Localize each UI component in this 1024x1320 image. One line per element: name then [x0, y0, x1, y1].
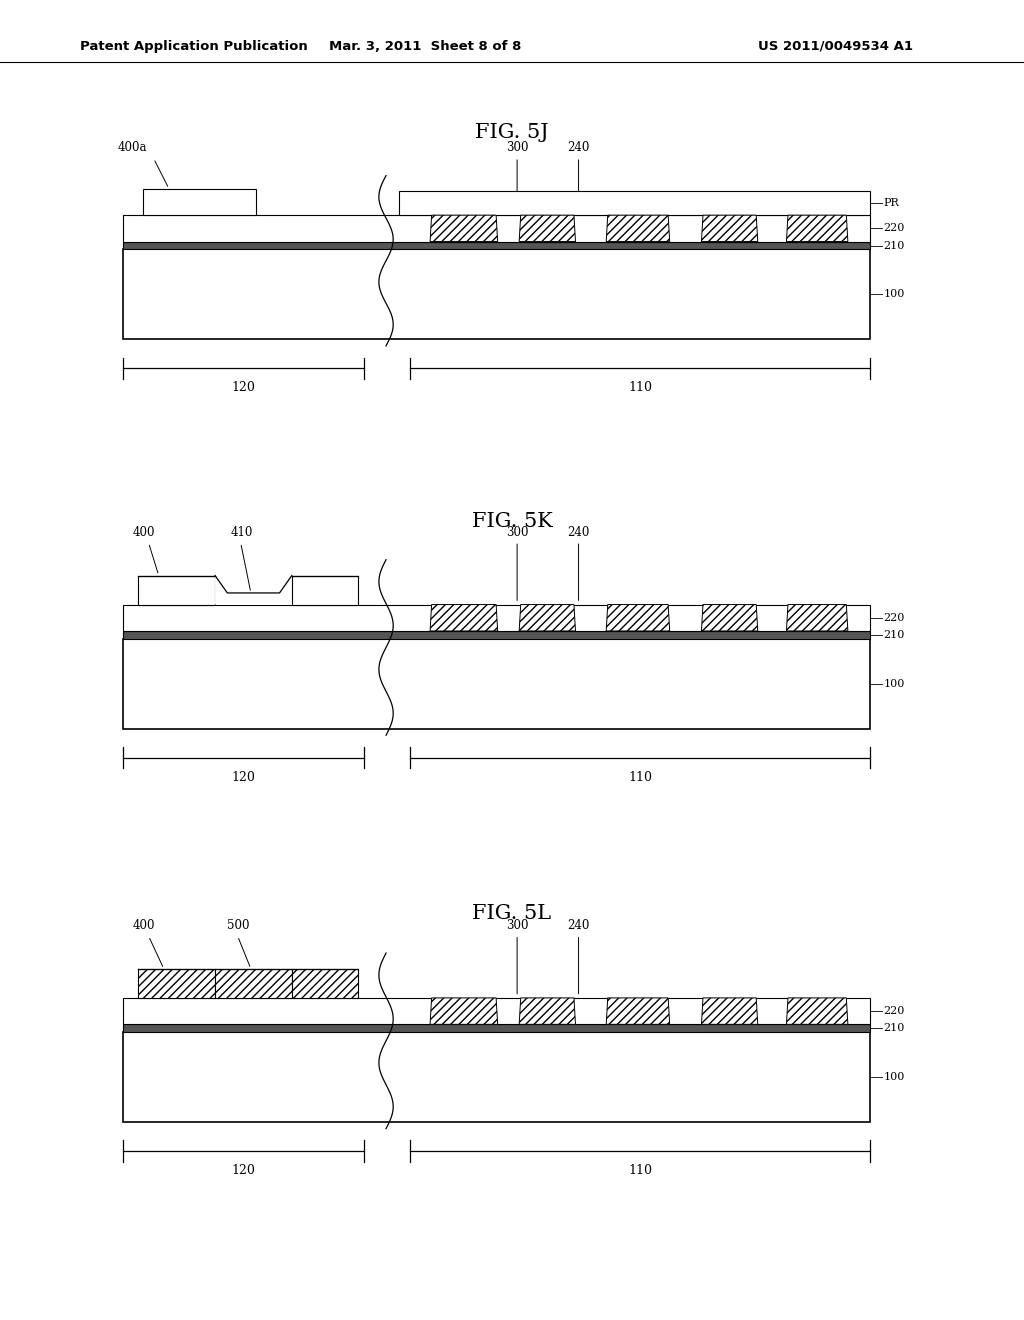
- Text: FIG. 5L: FIG. 5L: [472, 904, 552, 923]
- Bar: [215, 969, 292, 998]
- Text: 220: 220: [884, 1006, 905, 1016]
- Text: 240: 240: [567, 919, 590, 932]
- Text: Patent Application Publication: Patent Application Publication: [80, 40, 307, 53]
- Polygon shape: [606, 215, 670, 242]
- Bar: [143, 189, 256, 215]
- Polygon shape: [430, 215, 498, 242]
- Text: 120: 120: [231, 771, 255, 784]
- Text: 210: 210: [884, 240, 905, 251]
- Polygon shape: [701, 998, 758, 1024]
- Bar: [123, 998, 870, 1024]
- Text: 110: 110: [628, 1164, 652, 1177]
- Text: 100: 100: [884, 289, 905, 300]
- Text: PR: PR: [884, 198, 899, 209]
- Text: 240: 240: [567, 525, 590, 539]
- Text: 210: 210: [884, 1023, 905, 1034]
- Polygon shape: [606, 998, 670, 1024]
- Text: 220: 220: [884, 612, 905, 623]
- Text: 110: 110: [628, 381, 652, 395]
- Text: 400: 400: [133, 919, 156, 932]
- Bar: [292, 969, 358, 998]
- Text: 100: 100: [884, 1072, 905, 1082]
- Bar: [138, 969, 215, 998]
- Bar: [123, 605, 870, 631]
- Text: Mar. 3, 2011  Sheet 8 of 8: Mar. 3, 2011 Sheet 8 of 8: [329, 40, 521, 53]
- Text: 400a: 400a: [118, 141, 147, 154]
- Text: 220: 220: [884, 223, 905, 234]
- Text: 410: 410: [230, 525, 253, 539]
- Polygon shape: [430, 998, 498, 1024]
- Bar: [292, 576, 358, 605]
- Bar: [123, 249, 870, 339]
- Bar: [123, 1024, 870, 1032]
- Bar: [215, 576, 292, 605]
- Text: 300: 300: [506, 141, 528, 154]
- Text: 400: 400: [133, 525, 156, 539]
- Text: 240: 240: [567, 141, 590, 154]
- Bar: [399, 191, 870, 215]
- Text: US 2011/0049534 A1: US 2011/0049534 A1: [758, 40, 912, 53]
- Text: 210: 210: [884, 630, 905, 640]
- Bar: [138, 576, 215, 605]
- Bar: [123, 215, 870, 242]
- Text: 300: 300: [506, 919, 528, 932]
- Text: 120: 120: [231, 381, 255, 395]
- Text: FIG. 5K: FIG. 5K: [472, 512, 552, 531]
- Text: 120: 120: [231, 1164, 255, 1177]
- Text: FIG. 5J: FIG. 5J: [475, 123, 549, 141]
- Bar: [123, 242, 870, 249]
- Bar: [123, 639, 870, 729]
- Text: 100: 100: [884, 678, 905, 689]
- Text: 500: 500: [227, 919, 250, 932]
- Polygon shape: [786, 998, 848, 1024]
- Text: 300: 300: [506, 525, 528, 539]
- Polygon shape: [215, 576, 292, 605]
- Polygon shape: [786, 605, 848, 631]
- Polygon shape: [519, 998, 575, 1024]
- Polygon shape: [606, 605, 670, 631]
- Polygon shape: [430, 605, 498, 631]
- Bar: [123, 1032, 870, 1122]
- Polygon shape: [519, 215, 575, 242]
- Text: 110: 110: [628, 771, 652, 784]
- Polygon shape: [786, 215, 848, 242]
- Polygon shape: [701, 605, 758, 631]
- Bar: [123, 631, 870, 639]
- Polygon shape: [701, 215, 758, 242]
- Polygon shape: [519, 605, 575, 631]
